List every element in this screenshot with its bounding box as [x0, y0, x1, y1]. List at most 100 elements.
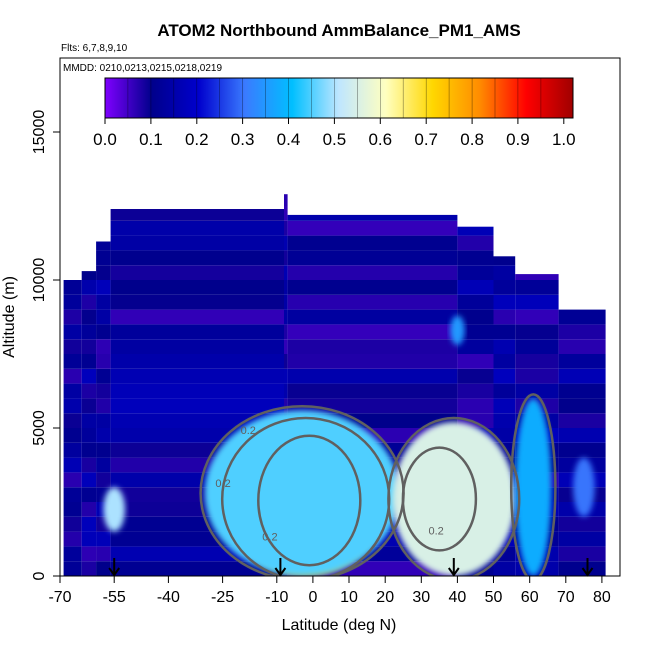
heatmap-cell: [493, 413, 516, 428]
heatmap-cell: [96, 472, 111, 488]
heatmap-cell: [63, 354, 82, 369]
heatmap-cell: [558, 324, 606, 340]
heatmap-cell: [110, 324, 284, 340]
x-tick-label: -55: [103, 589, 126, 606]
heatmap-cell: [515, 339, 559, 354]
heatmap-cell: [96, 546, 111, 562]
colorbar-tick-label: 0.4: [277, 130, 301, 149]
heatmap-cell: [457, 383, 494, 399]
heatmap-cell: [81, 354, 97, 369]
heatmap-cell: [457, 368, 494, 384]
heatmap-cell: [287, 294, 458, 310]
heatmap-cell: [81, 516, 97, 532]
heatmap-cell: [284, 220, 288, 236]
heatmap-cell: [457, 324, 494, 340]
x-tick-label: 10: [340, 589, 358, 606]
heatmap-cell: [81, 546, 97, 562]
heatmap-cell: [63, 516, 82, 532]
colorbar-tick-label: 0.6: [368, 130, 392, 149]
y-tick-label: 5000: [31, 410, 48, 446]
heatmap-cell: [558, 383, 606, 399]
heatmap-cell: [515, 368, 559, 384]
x-tick-label: -70: [48, 589, 71, 606]
heatmap-cell: [110, 383, 284, 399]
colorbar-tick-label: 0.1: [139, 130, 163, 149]
heatmap-cell: [110, 398, 284, 414]
heatmap-cell: [81, 487, 97, 502]
heatmap-cell: [81, 271, 97, 280]
colorbar-tick-label: 0.0: [93, 130, 117, 149]
hotspot-layer: [103, 315, 595, 576]
heatmap-cell: [515, 309, 559, 325]
heatmap-cell: [287, 324, 458, 340]
heatmap-cell: [63, 324, 82, 340]
colorbar-tick-label: 0.7: [414, 130, 438, 149]
heatmap-cell: [110, 294, 284, 310]
heatmap-cell: [558, 516, 606, 532]
heatmap-cell: [493, 309, 516, 325]
heatmap-cell: [110, 561, 284, 576]
heatmap-cell: [493, 428, 516, 443]
contour-label: 0.2: [241, 425, 256, 437]
heatmap-cell: [457, 235, 494, 251]
heatmap-cell: [558, 546, 606, 562]
flight-arrow: [447, 558, 460, 577]
heatmap-cell: [493, 324, 516, 340]
heatmap-cell: [96, 294, 111, 310]
heatmap-cell: [96, 531, 111, 547]
heatmap-cell: [110, 339, 284, 354]
heatmap-cell: [110, 250, 284, 266]
heatmap-cell: [493, 561, 516, 576]
heatmap-cell: [284, 339, 288, 354]
heatmap-cell: [96, 309, 111, 325]
heatmap-cell: [457, 280, 494, 295]
heatmap-cell: [110, 220, 284, 236]
colorbar-tick-label: 0.2: [185, 130, 209, 149]
heatmap-cell: [110, 354, 284, 369]
heatmap-cell: [287, 220, 458, 236]
hotspot-arctic-patch: [573, 457, 595, 517]
heatmap-cell: [96, 368, 111, 384]
heatmap-cell: [63, 472, 82, 488]
contour-line: [509, 393, 557, 576]
heatmap-cell: [284, 368, 288, 384]
flight-arrow: [108, 558, 121, 577]
heatmap-cell: [63, 413, 82, 428]
heatmap-cell: [558, 309, 606, 325]
heatmap-cell: [493, 383, 516, 399]
colorbar-gradient: [104, 77, 574, 119]
heatmap-cell: [287, 235, 458, 251]
chart-title: ATOM2 Northbound AmmBalance_PM1_AMS: [157, 21, 520, 40]
heatmap-cell: [96, 561, 111, 576]
contour-line: [257, 434, 362, 567]
heatmap-cell: [515, 274, 559, 280]
heatmap-cell: [284, 280, 288, 295]
colorbar-tick-label: 0.9: [506, 130, 530, 149]
heatmap-cell: [63, 546, 82, 562]
heatmap-cell: [284, 309, 288, 325]
heatmap-cell: [287, 368, 458, 384]
heatmap-cell: [558, 413, 606, 428]
x-axis-label: Latitude (deg N): [282, 617, 397, 634]
heatmap-cell: [63, 383, 82, 399]
heatmap-cell: [287, 214, 458, 221]
heatmap-cell: [81, 368, 97, 384]
hotspot-northern-tropics-outer: [392, 422, 516, 576]
heatmap-cell: [81, 472, 97, 488]
heatmap-cell: [81, 531, 97, 547]
x-axis: -70 -55 -40 -25 -10 0 10 20 30 40 50 60 70 80: [48, 575, 620, 606]
heatmap-cell: [493, 354, 516, 369]
heatmap-cell: [493, 256, 516, 266]
heatmap-cell: [558, 428, 606, 443]
colorbar-tick-label: 0.5: [323, 130, 347, 149]
heatmap-cell: [284, 235, 288, 251]
x-tick-label: 60: [521, 589, 539, 606]
flights-note: Flts: 6,7,8,9,10: [61, 43, 128, 54]
flight-arrow-layer: [108, 558, 594, 577]
y-tick-label: 0: [31, 571, 48, 580]
heatmap-cell: [81, 309, 97, 325]
heatmap-cell: [493, 368, 516, 384]
heatmap-cell: [457, 354, 494, 369]
heatmap-cell: [96, 383, 111, 399]
contour-label: 0.2: [429, 526, 444, 538]
